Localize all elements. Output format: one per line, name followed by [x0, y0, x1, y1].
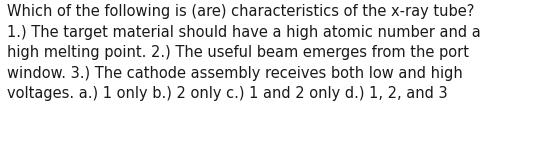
Text: Which of the following is (are) characteristics of the x-ray tube?
1.) The targe: Which of the following is (are) characte…: [7, 4, 481, 101]
